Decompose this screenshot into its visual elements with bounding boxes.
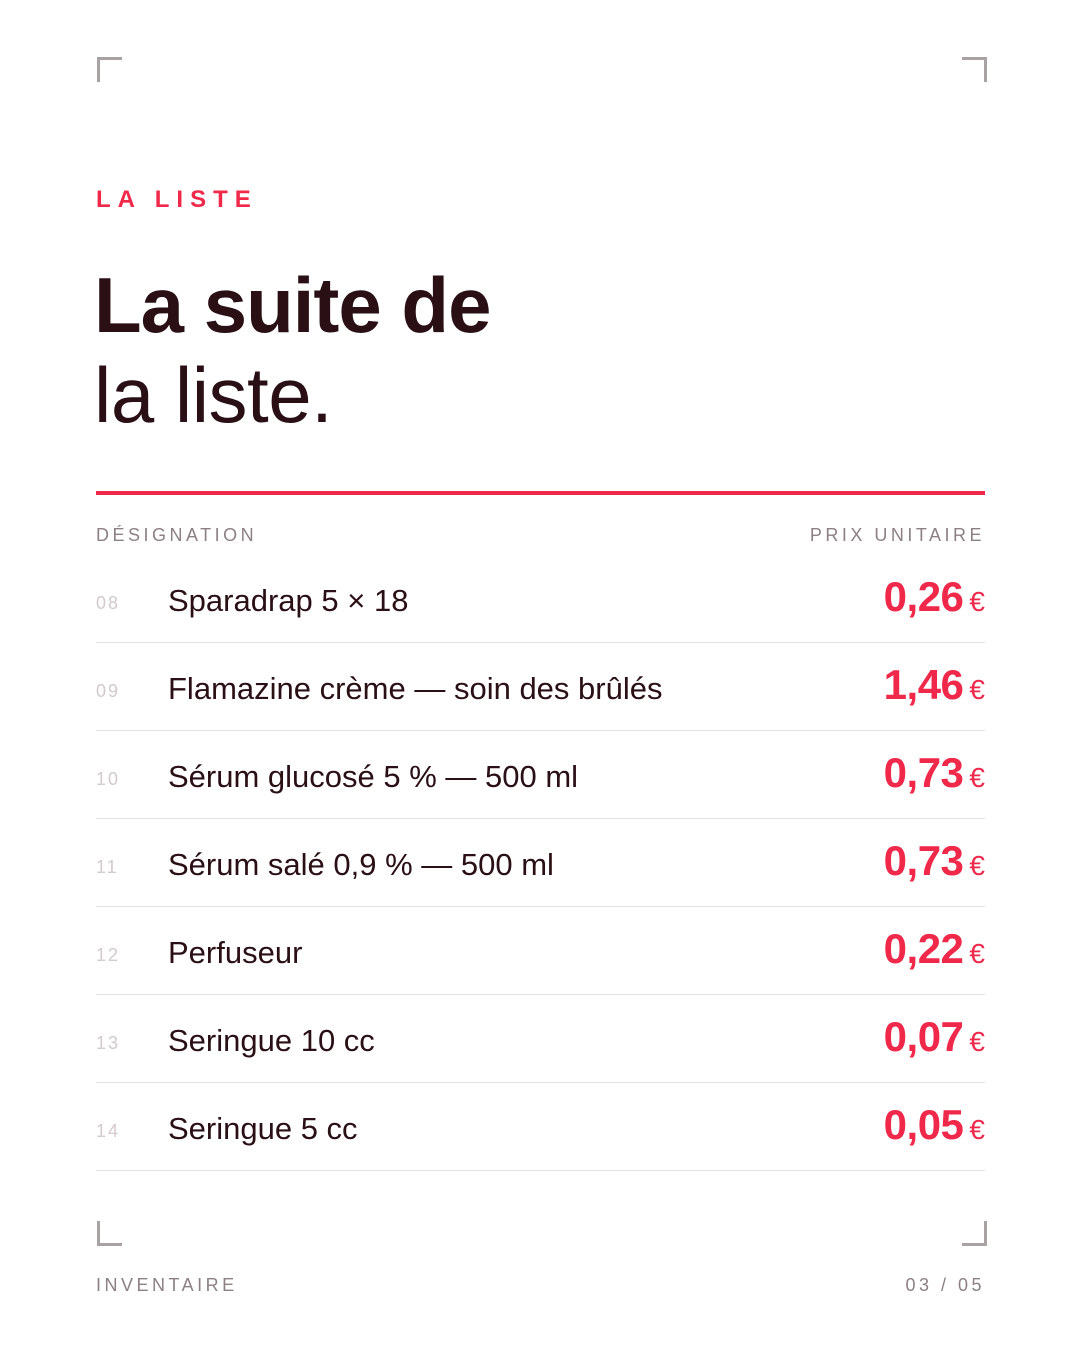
column-header-designation: DÉSIGNATION [96, 525, 258, 545]
currency-symbol: € [969, 674, 985, 705]
currency-symbol: € [969, 1114, 985, 1145]
item-name: Seringue 10 cc [168, 1023, 375, 1058]
currency-symbol: € [969, 1026, 985, 1057]
price-amount: 1,46 [883, 661, 964, 708]
item-name: Sparadrap 5 × 18 [168, 583, 409, 618]
price-amount: 0,07 [883, 1013, 964, 1060]
item-number: 08 [96, 593, 121, 613]
page-title-bold: La suite de [94, 261, 491, 349]
item-price: 0,05 € [884, 1101, 985, 1149]
currency-symbol: € [969, 938, 985, 969]
column-header-unit-price: PRIX UNITAIRE [809, 525, 985, 545]
item-name: Sérum glucosé 5 % — 500 ml [168, 759, 579, 794]
list-item: 09 Flamazine crème — soin des brûlés 1,4… [96, 643, 985, 731]
item-price: 0,73 € [884, 749, 985, 797]
item-name: Perfuseur [168, 935, 303, 970]
corner-mark-bottom-right [962, 1221, 987, 1246]
page-indicator: 03 / 05 [905, 1275, 985, 1295]
item-number: 10 [96, 769, 121, 789]
price-list: 08 Sparadrap 5 × 18 0,26 € 09 Flamazine c… [96, 555, 985, 1171]
footer-label: INVENTAIRE [96, 1275, 238, 1295]
list-item: 12 Perfuseur 0,22 € [96, 907, 985, 995]
price-amount: 0,73 [883, 837, 964, 884]
list-item: 11 Sérum salé 0,9 % — 500 ml 0,73 € [96, 819, 985, 907]
price-amount: 0,05 [883, 1101, 964, 1148]
currency-symbol: € [969, 850, 985, 881]
currency-symbol: € [969, 586, 985, 617]
item-name: Flamazine crème — soin des brûlés [168, 671, 663, 706]
item-price: 0,22 € [884, 925, 985, 973]
list-item: 08 Sparadrap 5 × 18 0,26 € [96, 555, 985, 643]
item-price: 1,46 € [884, 661, 985, 709]
list-item: 14 Seringue 5 cc 0,05 € [96, 1083, 985, 1171]
item-number: 14 [96, 1121, 121, 1141]
price-amount: 0,22 [883, 925, 964, 972]
corner-mark-top-right [962, 57, 987, 82]
corner-mark-top-left [97, 57, 122, 82]
item-number: 11 [96, 857, 119, 877]
item-number: 09 [96, 681, 121, 701]
accent-divider [96, 491, 985, 495]
item-name: Sérum salé 0,9 % — 500 ml [168, 847, 554, 882]
currency-symbol: € [969, 762, 985, 793]
section-kicker: LA LISTE [96, 186, 258, 213]
price-amount: 0,73 [883, 749, 964, 796]
page-title-light: la liste. [94, 351, 333, 439]
item-price: 0,26 € [884, 573, 985, 621]
corner-mark-bottom-left [97, 1221, 122, 1246]
item-price: 0,73 € [884, 837, 985, 885]
price-amount: 0,26 [883, 573, 964, 620]
item-name: Seringue 5 cc [168, 1111, 358, 1146]
item-number: 12 [96, 945, 121, 965]
list-item: 13 Seringue 10 cc 0,07 € [96, 995, 985, 1083]
item-number: 13 [96, 1033, 121, 1053]
item-price: 0,07 € [884, 1013, 985, 1061]
list-item: 10 Sérum glucosé 5 % — 500 ml 0,73 € [96, 731, 985, 819]
